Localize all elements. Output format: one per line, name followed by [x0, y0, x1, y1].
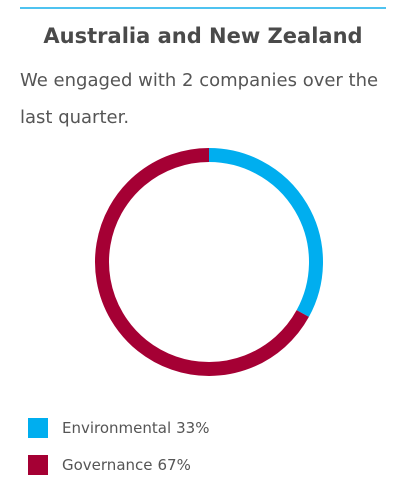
legend-value: 33%: [176, 419, 210, 437]
legend-label: Governance: [62, 456, 153, 474]
donut-segment: [208, 148, 323, 317]
legend-swatch: [28, 418, 48, 438]
legend-value: 67%: [157, 456, 191, 474]
legend-item: Environmental 33%: [28, 418, 209, 438]
donut-segment: [95, 148, 309, 376]
chart-title: Australia and New Zealand: [43, 24, 363, 48]
chart-subtitle: We engaged with 2 companies over the las…: [20, 70, 379, 128]
legend-swatch: [28, 455, 48, 475]
top-rule: [20, 7, 386, 9]
legend-label: Environmental: [62, 419, 172, 437]
legend-item: Governance 67%: [28, 455, 191, 475]
